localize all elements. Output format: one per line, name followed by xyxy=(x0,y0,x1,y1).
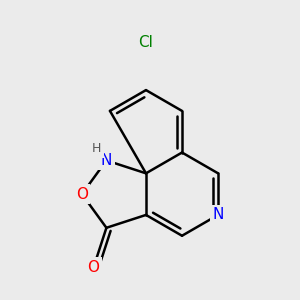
Text: N: N xyxy=(101,153,112,168)
Text: Cl: Cl xyxy=(139,35,153,50)
Text: O: O xyxy=(76,187,88,202)
Text: H: H xyxy=(92,142,101,155)
Text: O: O xyxy=(88,260,100,275)
Text: N: N xyxy=(212,207,224,222)
